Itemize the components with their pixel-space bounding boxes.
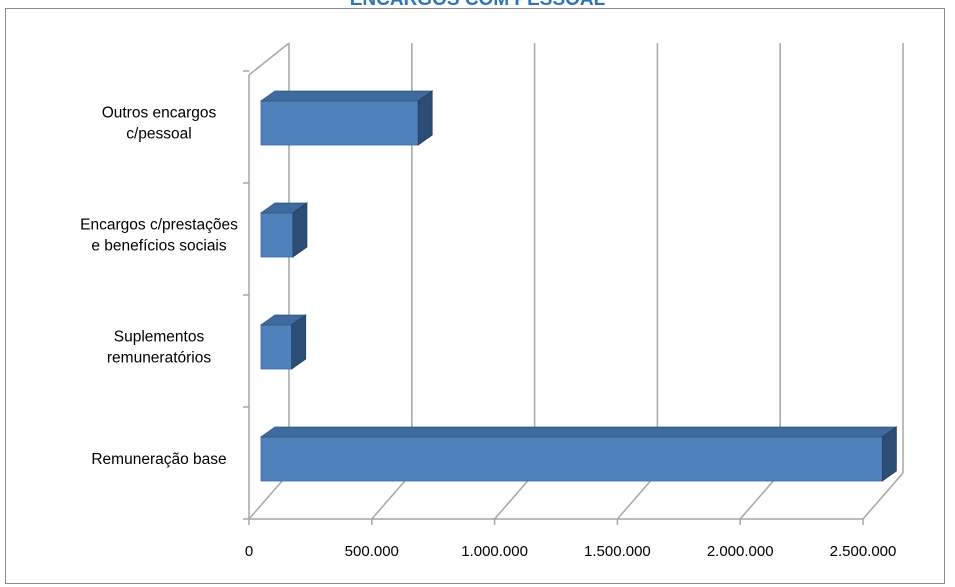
category-label: Remuneração base [91,451,226,468]
x-tick-label: 0 [245,543,253,560]
x-tick-label: 1.500.000 [584,543,651,560]
bar-side [417,90,433,146]
bar [260,436,883,482]
bar [260,100,419,146]
bar-side [291,314,307,370]
chart-title: ENCARGOS COM PESSOAL [0,0,955,11]
bar-top [259,426,898,438]
floor-gridline [862,472,904,520]
bar-side [292,202,308,258]
x-tick-label: 1.000.000 [461,543,528,560]
bar-side [881,426,897,482]
category-label: Outros encargos c/pessoal [102,105,217,143]
category-label: Suplementos remuneratórios [107,329,211,367]
category-label: Encargos c/prestações e benefícios sociai… [80,217,238,255]
bar [260,324,293,370]
x-tick-label: 500.000 [345,543,399,560]
bar [260,212,294,258]
x-tick-label: 2.000.000 [707,543,774,560]
x-tick-label: 2.500.000 [830,543,897,560]
wall-top-edge [248,42,290,76]
chart-area [5,8,945,584]
bar-top [259,90,434,102]
